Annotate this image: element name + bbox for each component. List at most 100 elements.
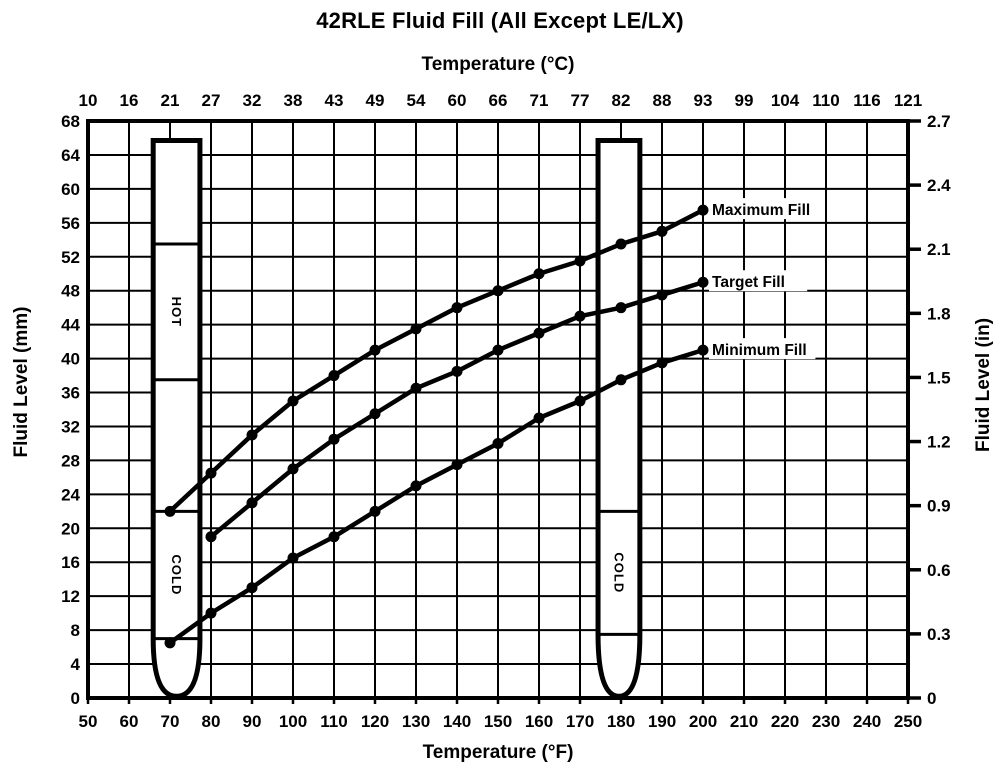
right-axis-tick-label: 2.1	[927, 240, 951, 259]
top-axis-tick-label: 21	[161, 91, 180, 110]
bottom-axis-tick-label: 120	[361, 712, 389, 731]
bottom-axis-tick-label: 180	[607, 712, 635, 731]
bottom-axis-title: Temperature (°F)	[423, 742, 574, 763]
maximum-fill-point	[287, 395, 299, 407]
bottom-axis-tick-label: 190	[648, 712, 676, 731]
maximum-fill-point	[205, 467, 217, 479]
right-axis-tick-label: 2.4	[927, 176, 951, 195]
minimum-fill-point	[533, 412, 545, 424]
left-axis-tick-label: 4	[71, 655, 81, 674]
left-axis-tick-label: 60	[61, 180, 80, 199]
left-axis-title: Fluid Level (mm)	[11, 307, 32, 458]
maximum-fill-point	[492, 285, 504, 297]
bottom-axis-tick-label: 210	[730, 712, 758, 731]
right-axis-title: Fluid Level (in)	[973, 318, 994, 452]
bottom-axis-tick-label: 60	[120, 712, 139, 731]
minimum-fill-point	[451, 459, 463, 471]
top-axis-title: Temperature (°C)	[422, 54, 575, 75]
top-axis-tick-label: 93	[694, 91, 713, 110]
cold-check-dipstick	[150, 138, 203, 699]
target-fill-point	[451, 365, 463, 377]
left-axis-tick-label: 56	[61, 214, 80, 233]
top-axis-tick-label: 54	[407, 91, 426, 110]
minimum-fill-label: Minimum Fill	[712, 342, 807, 359]
top-axis-tick-label: 121	[894, 91, 922, 110]
series-layer: Maximum Fill Target Fill Minimum Fill	[164, 198, 816, 649]
top-axis-tick-label: 66	[489, 91, 508, 110]
bottom-axis-tick-label: 50	[79, 712, 98, 731]
top-axis-tick-label: 49	[366, 91, 385, 110]
target-fill-point	[492, 344, 504, 356]
top-axis-tick-label: 60	[448, 91, 467, 110]
minimum-fill-curve	[167, 347, 706, 646]
tick-label-layer: 0 0.3 0.6 0.9 1.2 1.5 1.8 2.1 2.4 2.7 10 16 21 27 32 38…	[61, 91, 951, 731]
axes-layer	[86, 119, 921, 704]
maximum-fill-point	[410, 323, 422, 335]
top-axis-tick-label: 116	[853, 91, 880, 110]
target-fill-point	[369, 408, 381, 420]
cold-check-dipstick-zone-label: COLD	[169, 555, 184, 596]
left-axis-tick-label: 64	[61, 146, 80, 165]
target-fill-label-mask	[709, 270, 808, 292]
minimum-fill-point	[615, 374, 627, 386]
minimum-fill-label-mask	[709, 338, 816, 360]
left-axis-tick-label: 20	[61, 519, 80, 538]
left-axis-tick-label: 40	[61, 350, 80, 369]
top-axis-tick-label: 77	[571, 91, 590, 110]
bottom-axis-tick-label: 230	[812, 712, 840, 731]
bottom-axis-tick-label: 150	[484, 712, 512, 731]
hot-check-dipstick	[595, 138, 643, 699]
top-axis-tick-label: 38	[284, 91, 303, 110]
right-axis-tick-label: 1.8	[927, 304, 951, 323]
target-fill-point	[205, 531, 217, 543]
top-axis-tick-label: 10	[79, 91, 98, 110]
right-axis-tick-label: 0.9	[927, 497, 951, 516]
maximum-fill-label: Maximum Fill	[712, 202, 810, 219]
minimum-fill-point	[246, 582, 258, 594]
maximum-fill-point	[533, 268, 545, 280]
top-axis-tick-label: 32	[243, 91, 262, 110]
hot-check-dipstick-zone-label: COLD	[611, 552, 626, 593]
left-axis-tick-label: 52	[61, 248, 80, 267]
top-axis-tick-label: 27	[202, 91, 221, 110]
dipstick-layer: HOT COLD COLD	[150, 138, 643, 699]
maximum-fill-point	[246, 429, 258, 441]
target-fill-point	[697, 276, 709, 288]
right-axis-tick-label: 1.5	[927, 368, 951, 387]
bottom-axis-tick-label: 90	[243, 712, 262, 731]
target-fill-point	[328, 433, 340, 445]
top-axis-tick-label: 88	[653, 91, 672, 110]
bottom-axis-tick-label: 80	[202, 712, 221, 731]
bottom-axis-tick-label: 130	[402, 712, 430, 731]
left-axis-tick-label: 0	[71, 689, 80, 708]
top-axis-tick-label: 104	[771, 91, 800, 110]
right-axis-tick-label: 0	[927, 689, 936, 708]
bottom-axis-tick-label: 70	[161, 712, 180, 731]
bottom-axis-tick-label: 160	[525, 712, 553, 731]
minimum-fill-point	[697, 344, 709, 356]
top-axis-tick-label: 43	[325, 91, 344, 110]
right-axis-tick-label: 2.7	[927, 112, 951, 131]
minimum-fill-point	[164, 637, 176, 649]
left-axis-tick-label: 48	[61, 282, 80, 301]
bottom-axis-tick-label: 220	[771, 712, 799, 731]
left-axis-tick-label: 36	[61, 384, 80, 403]
minimum-fill-point	[574, 395, 586, 407]
maximum-fill-point	[369, 344, 381, 356]
maximum-fill-point	[656, 225, 668, 237]
minimum-fill-point	[410, 480, 422, 492]
maximum-fill-curve	[167, 207, 706, 514]
chart-title: 42RLE Fluid Fill (All Except LE/LX)	[316, 8, 684, 33]
top-axis-tick-label: 71	[530, 91, 549, 110]
minimum-fill-point	[492, 437, 504, 449]
maximum-fill-point	[615, 238, 627, 250]
right-axis-tick-label: 0.3	[927, 625, 951, 644]
left-axis-tick-label: 12	[61, 587, 80, 606]
maximum-fill-label-mask	[709, 198, 816, 220]
top-axis-tick-label: 16	[120, 91, 139, 110]
bottom-axis-tick-label: 100	[279, 712, 307, 731]
maximum-fill-point	[164, 505, 176, 517]
minimum-fill-point	[328, 531, 340, 543]
